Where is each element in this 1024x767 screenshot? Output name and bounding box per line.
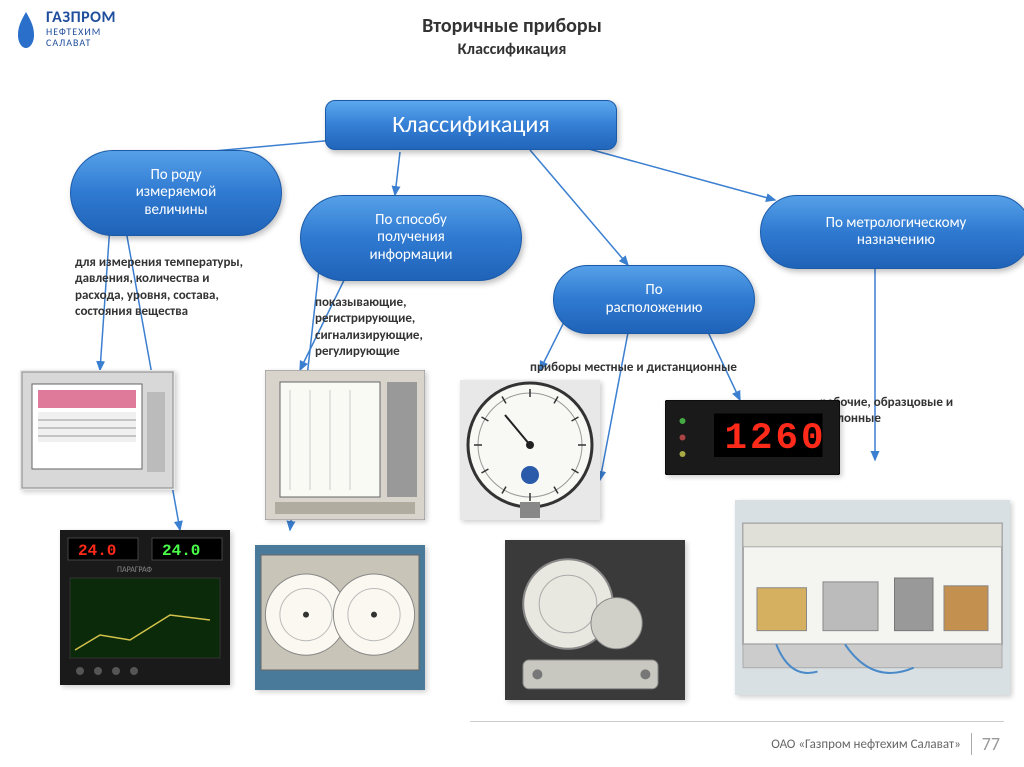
category-node-n2: По способу получения информации <box>300 195 522 281</box>
category-node-n3: По расположению <box>553 265 755 334</box>
device-circular-recorder <box>255 545 425 690</box>
device-calibration-bench <box>735 500 1010 695</box>
footer-divider <box>470 721 1004 722</box>
svg-text:1260: 1260 <box>725 418 827 460</box>
description-1: показывающие, регистрирующие, сигнализир… <box>315 295 423 360</box>
slide-title: Вторичные приборы <box>0 14 1024 38</box>
device-flow-meter <box>505 540 685 700</box>
svg-text:ПАРАГРАФ: ПАРАГРАФ <box>117 565 152 575</box>
device-digital-panel: 24.0 24.0 ПАРАГРАФ <box>60 530 230 685</box>
root-node: Классификация <box>325 100 617 150</box>
svg-text:24.0: 24.0 <box>78 542 116 560</box>
device-chart-recorder <box>265 370 425 520</box>
description-0: для измерения температуры, давления, кол… <box>75 255 243 320</box>
slide-subtitle: Классификация <box>0 40 1024 59</box>
device-pressure-gauge <box>460 380 600 520</box>
description-2: приборы местные и дистанционные <box>530 360 737 376</box>
footer: ОАО «Газпром нефтехим Салават» 77 <box>771 733 1000 755</box>
footer-company: ОАО «Газпром нефтехим Салават» <box>771 737 960 752</box>
page-number: 77 <box>971 733 1000 755</box>
device-led-display: 1260 <box>665 400 840 475</box>
svg-text:24.0: 24.0 <box>162 542 200 560</box>
category-node-n1: По роду измеряемой величины <box>70 150 282 236</box>
category-node-n4: По метрологическому назначению <box>760 195 1024 269</box>
device-recorder-screen <box>20 370 175 490</box>
